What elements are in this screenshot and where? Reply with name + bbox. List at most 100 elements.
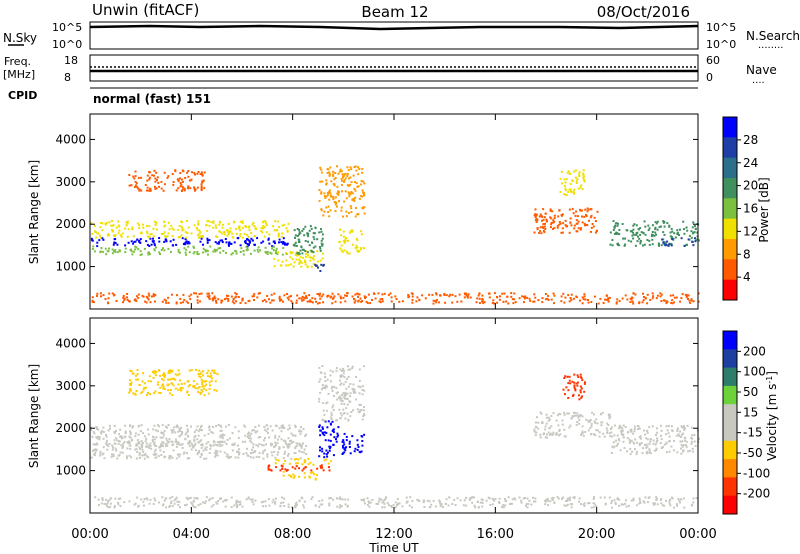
echo-cell xyxy=(332,404,335,407)
echo-cell xyxy=(672,237,675,240)
echo-cell xyxy=(629,453,632,456)
echo-cell xyxy=(205,446,208,449)
echo-cell xyxy=(152,376,155,379)
echo-cell xyxy=(226,453,229,456)
echo-cell xyxy=(199,455,202,458)
echo-cell xyxy=(214,454,217,457)
echo-cell xyxy=(600,413,602,416)
echo-cell xyxy=(91,435,94,438)
echo-cell xyxy=(687,294,690,297)
echo-cell xyxy=(226,234,229,237)
echo-cell xyxy=(106,443,109,446)
echo-cell xyxy=(340,297,342,300)
echo-cell xyxy=(219,247,222,250)
echo-cell xyxy=(108,292,111,295)
echo-cell xyxy=(171,456,174,459)
echo-cell xyxy=(411,506,413,509)
echo-cell xyxy=(340,504,343,507)
station-title: Unwin (fitACF) xyxy=(92,1,199,19)
echo-cell xyxy=(118,229,121,232)
echo-cell xyxy=(269,425,272,428)
echo-cell xyxy=(288,443,291,446)
echo-cell xyxy=(178,236,181,239)
echo-cell xyxy=(109,497,112,500)
echo-cell xyxy=(244,434,247,437)
echo-cell xyxy=(346,173,349,175)
echo-cell xyxy=(686,424,689,427)
echo-cell xyxy=(659,442,662,445)
echo-cell xyxy=(301,469,304,472)
echo-cell xyxy=(144,386,147,389)
echo-cell xyxy=(322,432,325,435)
echo-cell xyxy=(345,210,348,213)
echo-cell xyxy=(471,501,474,504)
echo-cell xyxy=(320,168,323,171)
echo-cell xyxy=(329,192,332,195)
echo-cell xyxy=(288,474,291,477)
echo-cell xyxy=(202,387,205,390)
echo-cell xyxy=(135,444,138,447)
echo-cell xyxy=(560,170,563,173)
echo-cell xyxy=(481,498,484,501)
echo-cell xyxy=(579,186,582,189)
echo-cell xyxy=(253,235,256,238)
echo-cell xyxy=(283,505,286,507)
echo-cell xyxy=(569,496,572,499)
echo-cell xyxy=(625,499,627,502)
echo-cell xyxy=(177,388,180,391)
echo-cell xyxy=(609,243,612,246)
echo-cell xyxy=(477,506,480,509)
echo-cell xyxy=(396,498,399,500)
echo-cell xyxy=(575,295,578,298)
echo-cell xyxy=(339,417,342,420)
echo-cell xyxy=(152,227,155,230)
echo-cell xyxy=(192,500,195,503)
echo-cell xyxy=(658,226,661,229)
echo-cell xyxy=(276,442,279,445)
echo-cell xyxy=(395,298,398,300)
echo-cell xyxy=(536,218,539,221)
echo-cell xyxy=(435,293,438,296)
echo-cell xyxy=(578,208,581,211)
echo-cell xyxy=(321,257,324,260)
echo-cell xyxy=(323,459,326,462)
echo-cell xyxy=(298,430,301,433)
echo-cell xyxy=(498,298,501,301)
echo-cell xyxy=(282,462,285,465)
echo-cell xyxy=(202,235,204,238)
echo-cell xyxy=(348,177,351,180)
echo-cell xyxy=(284,439,287,442)
echo-cell xyxy=(282,457,285,460)
echo-cell xyxy=(351,295,354,298)
echo-cell xyxy=(98,234,101,237)
echo-cell xyxy=(207,369,210,372)
echo-cell xyxy=(141,446,143,449)
echo-cell xyxy=(309,225,312,228)
echo-cell xyxy=(358,379,361,382)
echo-cell xyxy=(494,497,497,500)
echo-cell xyxy=(355,376,358,378)
echo-cell xyxy=(571,380,574,383)
echo-cell xyxy=(377,500,380,503)
echo-cell xyxy=(542,208,545,211)
echo-cell xyxy=(680,425,683,428)
echo-cell xyxy=(172,228,175,231)
echo-cell xyxy=(178,455,181,458)
echo-cell xyxy=(184,241,187,244)
echo-cell xyxy=(201,383,204,386)
echo-cell xyxy=(323,195,326,198)
echo-cell xyxy=(676,427,679,430)
echo-cell xyxy=(632,432,635,435)
echo-cell xyxy=(325,183,328,186)
echo-cell xyxy=(570,293,573,296)
echo-cell xyxy=(636,428,639,430)
echo-cell xyxy=(244,240,246,243)
echo-cell xyxy=(548,433,551,436)
echo-cell xyxy=(265,222,268,225)
echo-cell xyxy=(135,299,138,302)
echo-cell xyxy=(140,176,143,179)
echo-cell xyxy=(363,414,366,417)
echo-cell xyxy=(188,369,191,372)
echo-cell xyxy=(162,373,165,376)
echo-cell xyxy=(629,447,632,450)
